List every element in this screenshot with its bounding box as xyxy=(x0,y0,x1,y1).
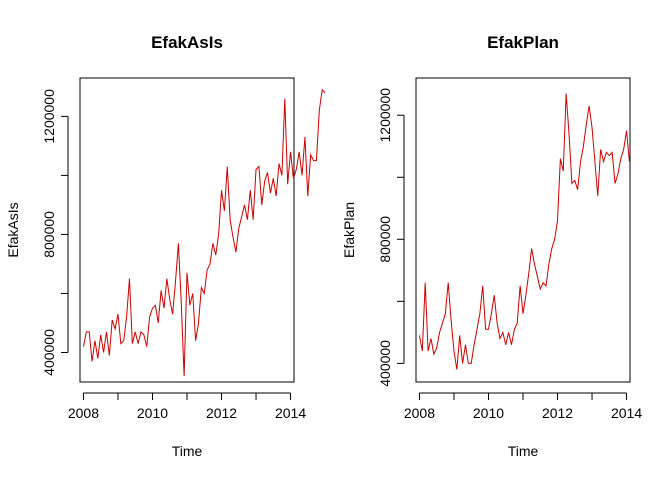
y-axis-label: EfakPlan xyxy=(341,202,357,258)
chart-title: EfakPlan xyxy=(487,33,559,52)
y-tick-label: 1200000 xyxy=(377,88,393,143)
y-tick-label: 400000 xyxy=(377,340,393,387)
x-tick-label: 2012 xyxy=(206,405,237,421)
series-line xyxy=(418,93,630,370)
chart-title: EfakAsIs xyxy=(151,33,223,52)
y-tick-label: 800000 xyxy=(41,211,57,258)
plot-frame xyxy=(415,77,631,383)
x-tick-label: 2014 xyxy=(611,405,642,421)
x-tick-label: 2008 xyxy=(404,405,435,421)
x-axis-label: Time xyxy=(172,443,203,459)
chart-panel-efakasis: EfakAsIs Time EfakAsIs 2008 2010 2012 2014 4… xyxy=(5,33,326,459)
plot-frame xyxy=(79,77,295,383)
x-tick-label: 2010 xyxy=(137,405,168,421)
x-tick-label: 2012 xyxy=(542,405,573,421)
y-tick-label: 400000 xyxy=(41,329,57,376)
series-line xyxy=(82,88,326,377)
x-tick-label: 2014 xyxy=(275,405,306,421)
y-tick-label: 800000 xyxy=(377,216,393,263)
y-axis-label: EfakAsIs xyxy=(5,202,21,257)
x-tick-label: 2010 xyxy=(473,405,504,421)
chart-panel-efakplan: EfakPlan Time EfakPlan 2008 2010 2012 2014 4… xyxy=(341,33,642,459)
x-axis-label: Time xyxy=(508,443,539,459)
y-tick-label: 1200000 xyxy=(41,89,57,144)
x-tick-label: 2008 xyxy=(68,405,99,421)
